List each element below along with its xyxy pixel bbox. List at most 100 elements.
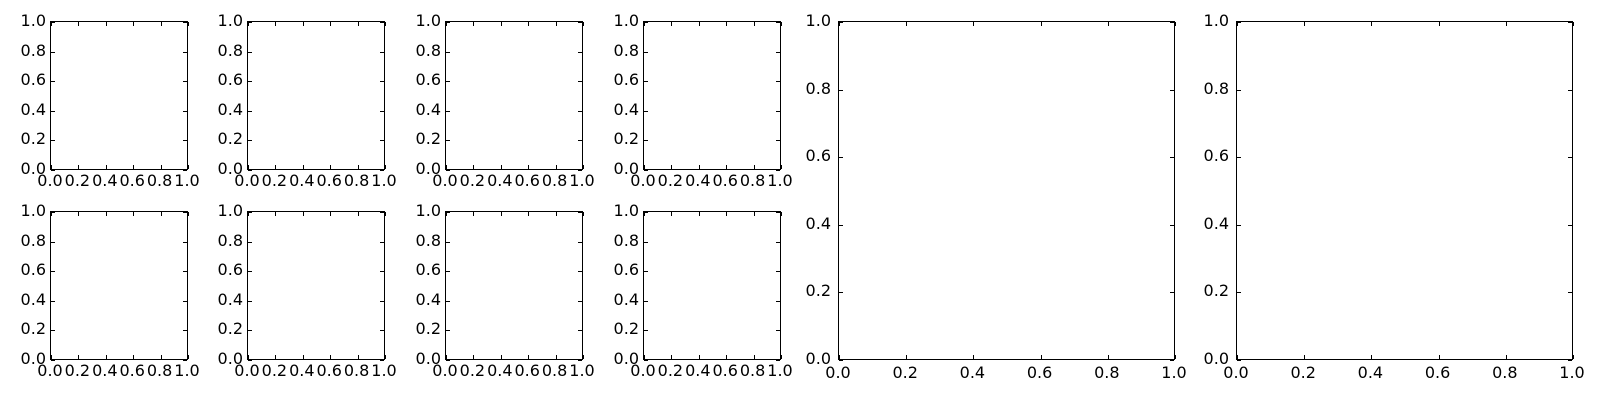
xtick-mark-top: [473, 212, 475, 216]
ytick-label: 0.6: [20, 70, 46, 90]
xtick-label: 0.0: [37, 361, 63, 380]
xtick-mark: [385, 355, 386, 359]
ytick-mark-right: [776, 81, 780, 83]
xtick-mark-top: [248, 212, 249, 216]
xtick-label: 0.0: [630, 361, 656, 380]
xtick-label: 0.6: [119, 171, 145, 190]
ytick-mark-right: [776, 300, 780, 302]
xtick-mark: [385, 165, 386, 169]
ytick-mark-right: [578, 241, 582, 243]
ytick-label: 0.0: [20, 159, 46, 178]
xtick-mark-top: [160, 22, 162, 26]
xtick-label: 1.0: [371, 361, 397, 380]
xtick-mark-top: [1573, 22, 1574, 26]
ytick-label: 0.8: [1203, 78, 1229, 98]
xtick-mark-top: [500, 22, 502, 26]
xtick-mark: [583, 355, 584, 359]
xtick-label: 0.8: [1492, 363, 1518, 382]
xtick-mark-top: [500, 212, 502, 216]
ytick-mark-right: [380, 330, 384, 332]
ytick-mark-right: [183, 360, 187, 361]
ytick-mark: [1237, 22, 1241, 23]
ytick-mark-right: [1170, 292, 1174, 294]
ytick-mark-right: [183, 110, 187, 112]
xtick-label: 0.4: [487, 171, 513, 190]
xtick-mark: [906, 355, 908, 359]
axes-subplot-3: [445, 21, 584, 171]
ytick-mark-right: [578, 360, 582, 361]
xtick-mark: [275, 165, 277, 169]
xtick-mark: [781, 165, 782, 169]
xtick-mark: [446, 355, 447, 359]
ytick-mark-right: [380, 300, 384, 302]
ytick-label: 0.8: [20, 230, 46, 250]
ytick-label: 1.0: [217, 11, 243, 30]
ytick-mark: [446, 110, 450, 112]
xtick-mark-top: [781, 22, 782, 26]
ytick-mark: [644, 170, 648, 171]
ytick-label: 0.4: [217, 289, 243, 309]
ytick-label: 0.8: [805, 78, 831, 98]
ytick-mark-right: [578, 140, 582, 142]
xtick-label: 0.6: [712, 361, 738, 380]
xtick-mark: [644, 355, 645, 359]
xtick-mark-top: [839, 22, 840, 26]
xtick-label: 1.0: [767, 361, 793, 380]
ytick-label: 0.4: [20, 289, 46, 309]
xtick-label: 0.6: [119, 361, 145, 380]
ytick-mark-right: [578, 170, 582, 171]
xtick-mark-top: [753, 212, 755, 216]
xtick-label: 1.0: [1559, 363, 1585, 382]
xtick-mark: [473, 165, 475, 169]
xtick-mark: [133, 355, 135, 359]
ytick-label: 0.8: [415, 230, 441, 250]
xtick-mark: [51, 355, 52, 359]
ytick-label: 0.6: [613, 70, 639, 90]
xtick-label: 0.2: [459, 361, 486, 380]
ytick-mark: [51, 110, 55, 112]
ytick-label: 0.0: [613, 159, 639, 178]
xtick-mark: [105, 355, 107, 359]
ytick-mark-right: [1170, 89, 1174, 91]
ytick-label: 0.0: [1203, 349, 1229, 368]
xtick-mark: [188, 165, 189, 169]
xtick-label: 0.6: [712, 171, 738, 190]
xtick-label: 0.2: [892, 363, 918, 382]
ytick-label: 1.0: [415, 11, 441, 30]
xtick-mark-top: [78, 22, 80, 26]
xtick-mark: [248, 165, 249, 169]
ytick-mark-right: [578, 300, 582, 302]
ytick-label: 1.0: [1203, 11, 1229, 30]
ytick-label: 0.4: [415, 289, 441, 309]
xtick-label: 0.2: [657, 361, 684, 380]
xtick-label: 1.0: [767, 171, 793, 190]
xtick-mark: [357, 165, 359, 169]
ytick-mark: [446, 330, 450, 332]
xtick-label: 0.8: [146, 171, 173, 190]
xtick-mark-top: [753, 22, 755, 26]
ytick-mark: [248, 212, 252, 213]
xtick-label: 0.4: [959, 363, 986, 382]
ytick-mark: [644, 51, 648, 53]
xtick-label: 0.8: [343, 171, 370, 190]
xtick-mark-top: [248, 22, 249, 26]
ytick-mark-right: [1568, 157, 1572, 159]
ytick-label: 0.8: [613, 40, 639, 60]
axes-subplot-1: [50, 21, 189, 171]
ytick-label: 0.8: [217, 230, 243, 250]
ytick-mark-right: [183, 81, 187, 83]
ytick-mark: [51, 51, 55, 53]
ytick-mark: [446, 51, 450, 53]
ytick-mark-right: [776, 360, 780, 361]
xtick-mark-top: [698, 212, 700, 216]
ytick-mark-right: [578, 330, 582, 332]
ytick-label: 0.4: [805, 213, 831, 233]
axes-subplot-2: [247, 21, 386, 171]
xtick-mark: [160, 355, 162, 359]
xtick-label: 0.4: [685, 171, 711, 190]
ytick-mark-right: [380, 81, 384, 83]
ytick-label: 0.8: [20, 40, 46, 60]
xtick-mark-top: [473, 22, 475, 26]
xtick-label: 0.2: [64, 171, 91, 190]
